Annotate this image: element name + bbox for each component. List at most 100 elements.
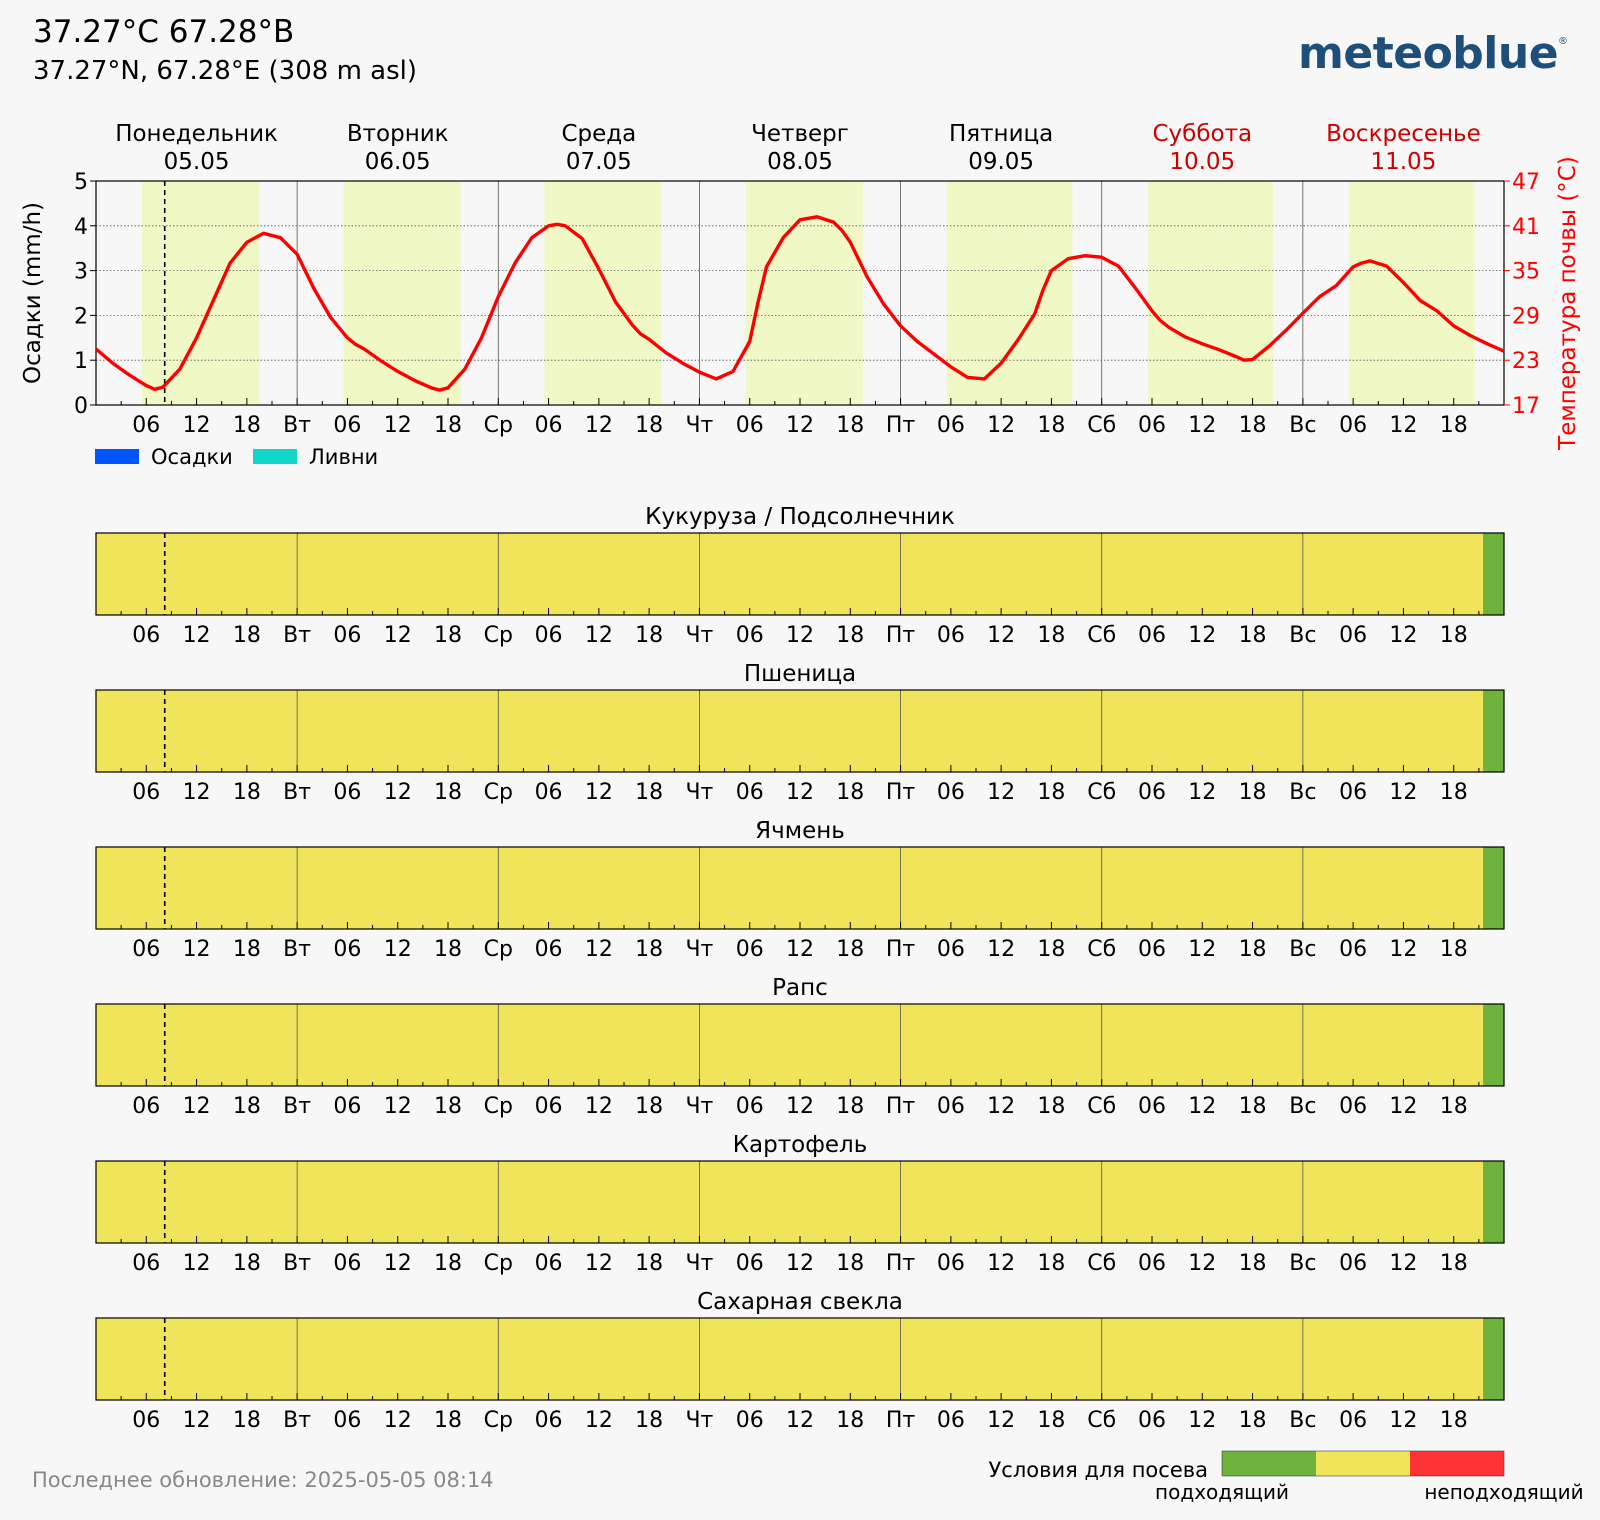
crop-condition-segment [96,1318,1484,1400]
day-date: 07.05 [566,149,632,175]
y-tick-label-left: 4 [74,215,88,240]
x-tick-day-label: Ср [484,1408,513,1433]
x-tick-day-label: Сб [1087,937,1116,962]
y-tick-label-left: 1 [74,349,88,374]
x-tick-day-label: Вс [1289,413,1316,438]
x-tick-hour-label: 18 [233,1408,261,1433]
x-tick-hour-label: 18 [836,1408,864,1433]
x-tick-day-label: Вс [1289,1094,1316,1119]
x-tick-hour-label: 18 [233,937,261,962]
x-tick-day-label: Пт [886,623,916,648]
legend-label: Ливни [309,445,378,469]
x-tick-hour-label: 12 [786,1408,814,1433]
crop-scale-swatch [1410,1451,1504,1476]
x-tick-day-label: Вт [283,1408,311,1433]
x-tick-hour-label: 12 [987,937,1015,962]
x-tick-hour-label: 06 [132,623,160,648]
x-tick-hour-label: 12 [384,1251,412,1276]
x-tick-hour-label: 06 [736,780,764,805]
x-tick-hour-label: 18 [1239,1408,1267,1433]
logo-text: meteoblue [1298,28,1559,79]
crop-title: Рапс [772,975,828,1001]
x-tick-hour-label: 18 [434,1094,462,1119]
x-tick-hour-label: 06 [1138,780,1166,805]
x-tick-hour-label: 12 [786,780,814,805]
x-tick-hour-label: 18 [836,1094,864,1119]
x-tick-day-label: Пт [886,1408,916,1433]
x-tick-day-label: Вт [283,1251,311,1276]
x-tick-hour-label: 18 [836,413,864,438]
x-tick-day-label: Пт [886,937,916,962]
y-tick-label-left: 5 [74,170,88,195]
x-tick-hour-label: 06 [1339,1251,1367,1276]
x-tick-hour-label: 12 [987,1408,1015,1433]
x-tick-hour-label: 12 [786,623,814,648]
x-tick-hour-label: 06 [535,413,563,438]
x-tick-hour-label: 12 [1389,780,1417,805]
x-tick-hour-label: 12 [1389,1251,1417,1276]
x-tick-hour-label: 06 [333,1251,361,1276]
x-tick-hour-label: 12 [987,1251,1015,1276]
day-date: 10.05 [1169,149,1235,175]
x-tick-hour-label: 12 [1188,937,1216,962]
x-tick-hour-label: 18 [635,1408,663,1433]
x-tick-day-label: Пт [886,780,916,805]
day-name: Пятница [949,121,1053,147]
x-tick-hour-label: 12 [1188,1094,1216,1119]
location-title: 37.27°C 67.28°В [33,14,295,50]
x-tick-hour-label: 06 [333,1094,361,1119]
day-name: Среда [561,121,636,147]
crop-scale-frame [1221,1450,1505,1477]
x-tick-day-label: Вт [283,623,311,648]
x-tick-hour-label: 06 [937,1408,965,1433]
x-tick-day-label: Пт [886,413,916,438]
x-tick-day-label: Сб [1087,1251,1116,1276]
x-tick-day-label: Ср [484,1251,513,1276]
x-tick-day-label: Ср [484,937,513,962]
x-tick-hour-label: 18 [1037,413,1065,438]
meteoblue-logo[interactable]: meteoblue® [1298,28,1568,79]
crop-title: Картофель [733,1132,868,1158]
x-tick-hour-label: 12 [183,1408,211,1433]
x-tick-hour-label: 12 [987,1094,1015,1119]
x-tick-hour-label: 06 [535,780,563,805]
x-tick-hour-label: 18 [233,1094,261,1119]
x-tick-day-label: Чт [685,1408,713,1433]
x-tick-day-label: Ср [484,623,513,648]
x-tick-hour-label: 12 [1389,623,1417,648]
crop-condition-segment [1483,1161,1504,1243]
x-tick-hour-label: 06 [1339,1408,1367,1433]
x-tick-hour-label: 12 [384,1094,412,1119]
x-tick-hour-label: 12 [384,780,412,805]
x-tick-hour-label: 06 [132,1251,160,1276]
legend-swatch [95,449,139,464]
x-tick-day-label: Ср [484,1094,513,1119]
daylight-band [946,181,1073,405]
x-tick-hour-label: 18 [1037,623,1065,648]
x-tick-hour-label: 06 [132,937,160,962]
x-tick-day-label: Вт [283,937,311,962]
day-date: 06.05 [365,149,431,175]
day-name: Воскресенье [1326,121,1481,147]
x-tick-hour-label: 12 [786,1251,814,1276]
x-tick-day-label: Вт [283,1094,311,1119]
x-tick-hour-label: 06 [736,623,764,648]
x-tick-hour-label: 12 [987,413,1015,438]
daylight-band [745,181,863,405]
x-tick-hour-label: 06 [1138,1094,1166,1119]
x-tick-hour-label: 06 [535,937,563,962]
x-tick-hour-label: 12 [585,1408,613,1433]
last-update: Последнее обновление: 2025-05-05 08:14 [32,1468,494,1492]
x-tick-day-label: Чт [685,1251,713,1276]
x-tick-day-label: Сб [1087,780,1116,805]
y-tick-label-right: 17 [1512,394,1540,419]
x-tick-hour-label: 18 [434,1251,462,1276]
registered-mark: ® [1558,36,1568,47]
crop-condition-segment [1483,1004,1504,1086]
x-tick-hour-label: 18 [233,1251,261,1276]
crop-condition-segment [1483,1318,1504,1400]
day-date: 05.05 [164,149,230,175]
x-tick-hour-label: 18 [1037,937,1065,962]
